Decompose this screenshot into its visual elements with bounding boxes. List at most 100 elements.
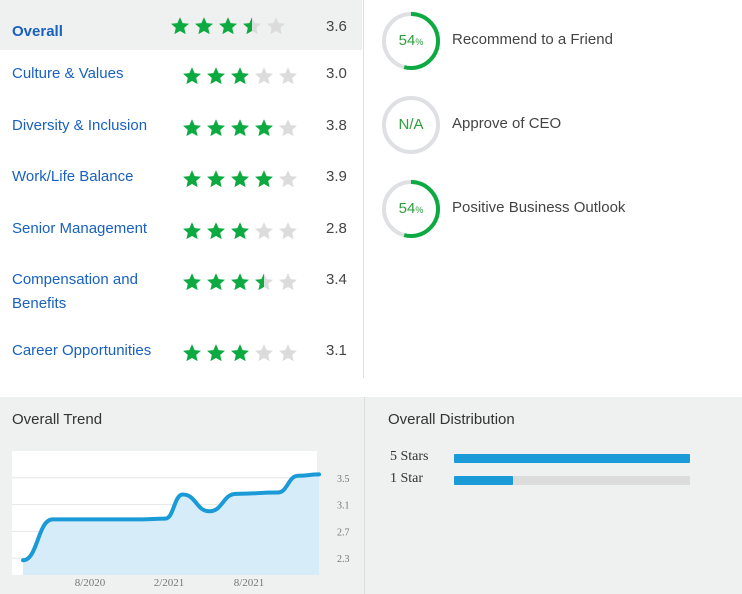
metric-item: 54% Positive Business Outlook [382, 180, 722, 240]
star-rating [180, 220, 300, 242]
y-tick-label: 3.1 [337, 501, 350, 512]
star-empty-icon [255, 222, 273, 240]
trend-line [21, 472, 321, 563]
star-empty-icon [267, 17, 285, 35]
rating-label[interactable]: Work/Life Balance [12, 168, 134, 185]
star-full-icon [231, 67, 249, 85]
star-empty-icon [279, 344, 297, 362]
star-empty-icon [279, 67, 297, 85]
ratings-panel: Overall 3.6 Culture & Values 3.0 Diversity &… [0, 0, 362, 378]
donut-ring [382, 12, 440, 70]
overall-trend-chart: 3.5 3.1 2.7 2.3 8/2020 2/2021 8/2021 [12, 451, 350, 587]
rating-row: Work/Life Balance 3.9 [0, 163, 362, 207]
metric-label: Approve of CEO [452, 115, 562, 132]
overall-distribution-title: Overall Distribution [388, 411, 515, 428]
distribution-label: 5 Stars [390, 449, 429, 464]
rating-label[interactable]: Senior Management [12, 220, 148, 237]
star-full-icon [255, 119, 273, 137]
rating-score: 3.1 [326, 342, 347, 359]
rating-label[interactable]: Overall [12, 23, 63, 40]
star-full-icon [231, 344, 249, 362]
star-full-icon [207, 119, 225, 137]
star-full-icon [231, 222, 249, 240]
metric-value: N/A [382, 96, 440, 155]
star-empty-icon [279, 119, 297, 137]
vertical-divider [363, 0, 364, 378]
rating-score: 3.4 [326, 271, 347, 288]
star-rating [168, 15, 288, 37]
rating-row: Compensation and Benefits 3.4 [0, 266, 362, 312]
metric-value-number: 54 [398, 200, 416, 217]
star-full-icon [183, 273, 201, 291]
star-half-icon [255, 273, 273, 291]
star-rating [180, 168, 300, 190]
star-full-icon [183, 67, 201, 85]
distribution-bar-track [454, 454, 690, 463]
metric-value: 54% [382, 12, 440, 71]
rating-label[interactable]: Compensation and Benefits [12, 271, 138, 312]
metric-value-unit: % [415, 205, 424, 215]
distribution-bar-fill [454, 454, 690, 463]
trend-area [23, 474, 319, 575]
metric-value-number: N/A [398, 116, 424, 133]
y-tick-label: 2.3 [337, 554, 350, 565]
x-tick-label: 8/2021 [234, 577, 265, 587]
distribution-label: 1 Star [390, 471, 424, 486]
ring-progress [382, 180, 440, 238]
rating-row: Senior Management 2.8 [0, 215, 362, 259]
y-tick-label: 3.5 [337, 474, 350, 485]
star-full-icon [231, 273, 249, 291]
star-full-icon [207, 170, 225, 188]
star-full-icon [195, 17, 213, 35]
star-full-icon [171, 17, 189, 35]
star-empty-icon [279, 222, 297, 240]
rating-score: 3.0 [326, 65, 347, 82]
metric-value-number: 54 [398, 32, 416, 49]
rating-row: Culture & Values 3.0 [0, 60, 362, 104]
distribution-row: 1 Star [390, 471, 700, 489]
rating-label[interactable]: Career Opportunities [12, 342, 152, 359]
x-tick-label: 2/2021 [154, 577, 185, 587]
metric-value: 54% [382, 180, 440, 239]
distribution-bar-fill [454, 476, 513, 485]
star-rating [180, 117, 300, 139]
rating-row: Career Opportunities 3.1 [0, 337, 362, 381]
star-full-icon [219, 17, 237, 35]
star-empty-icon [255, 67, 273, 85]
bottom-divider [364, 397, 365, 594]
star-empty-icon [279, 273, 297, 291]
distribution-bar-track [454, 476, 690, 485]
star-rating [180, 65, 300, 87]
metric-label: Recommend to a Friend [452, 31, 613, 48]
star-empty-icon [279, 170, 297, 188]
rating-score: 3.8 [326, 117, 347, 134]
bottom-panel: Overall Trend Overall Distribution 3.5 3.… [0, 397, 742, 594]
y-tick-label: 2.7 [337, 527, 350, 538]
star-rating [180, 342, 300, 364]
donut-ring [382, 96, 440, 154]
rating-score: 2.8 [326, 220, 347, 237]
metric-item: N/A Approve of CEO [382, 96, 722, 156]
rating-score: 3.9 [326, 168, 347, 185]
star-full-icon [207, 273, 225, 291]
distribution-row: 5 Stars [390, 449, 700, 467]
star-full-icon [183, 222, 201, 240]
star-half-icon [243, 17, 261, 35]
rating-row-overall: Overall 3.6 [0, 0, 362, 50]
star-full-icon [183, 119, 201, 137]
star-full-icon [207, 222, 225, 240]
metric-item: 54% Recommend to a Friend [382, 12, 722, 72]
metric-value-unit: % [415, 37, 424, 47]
star-full-icon [231, 119, 249, 137]
star-full-icon [231, 170, 249, 188]
rating-label[interactable]: Culture & Values [12, 65, 124, 82]
x-tick-label: 8/2020 [75, 577, 106, 587]
metric-label: Positive Business Outlook [452, 199, 626, 216]
overall-trend-title: Overall Trend [12, 411, 103, 428]
star-empty-icon [255, 344, 273, 362]
star-full-icon [207, 67, 225, 85]
rating-row: Diversity & Inclusion 3.8 [0, 112, 362, 156]
star-full-icon [207, 344, 225, 362]
rating-label[interactable]: Diversity & Inclusion [12, 117, 148, 134]
ring-progress [382, 12, 440, 70]
